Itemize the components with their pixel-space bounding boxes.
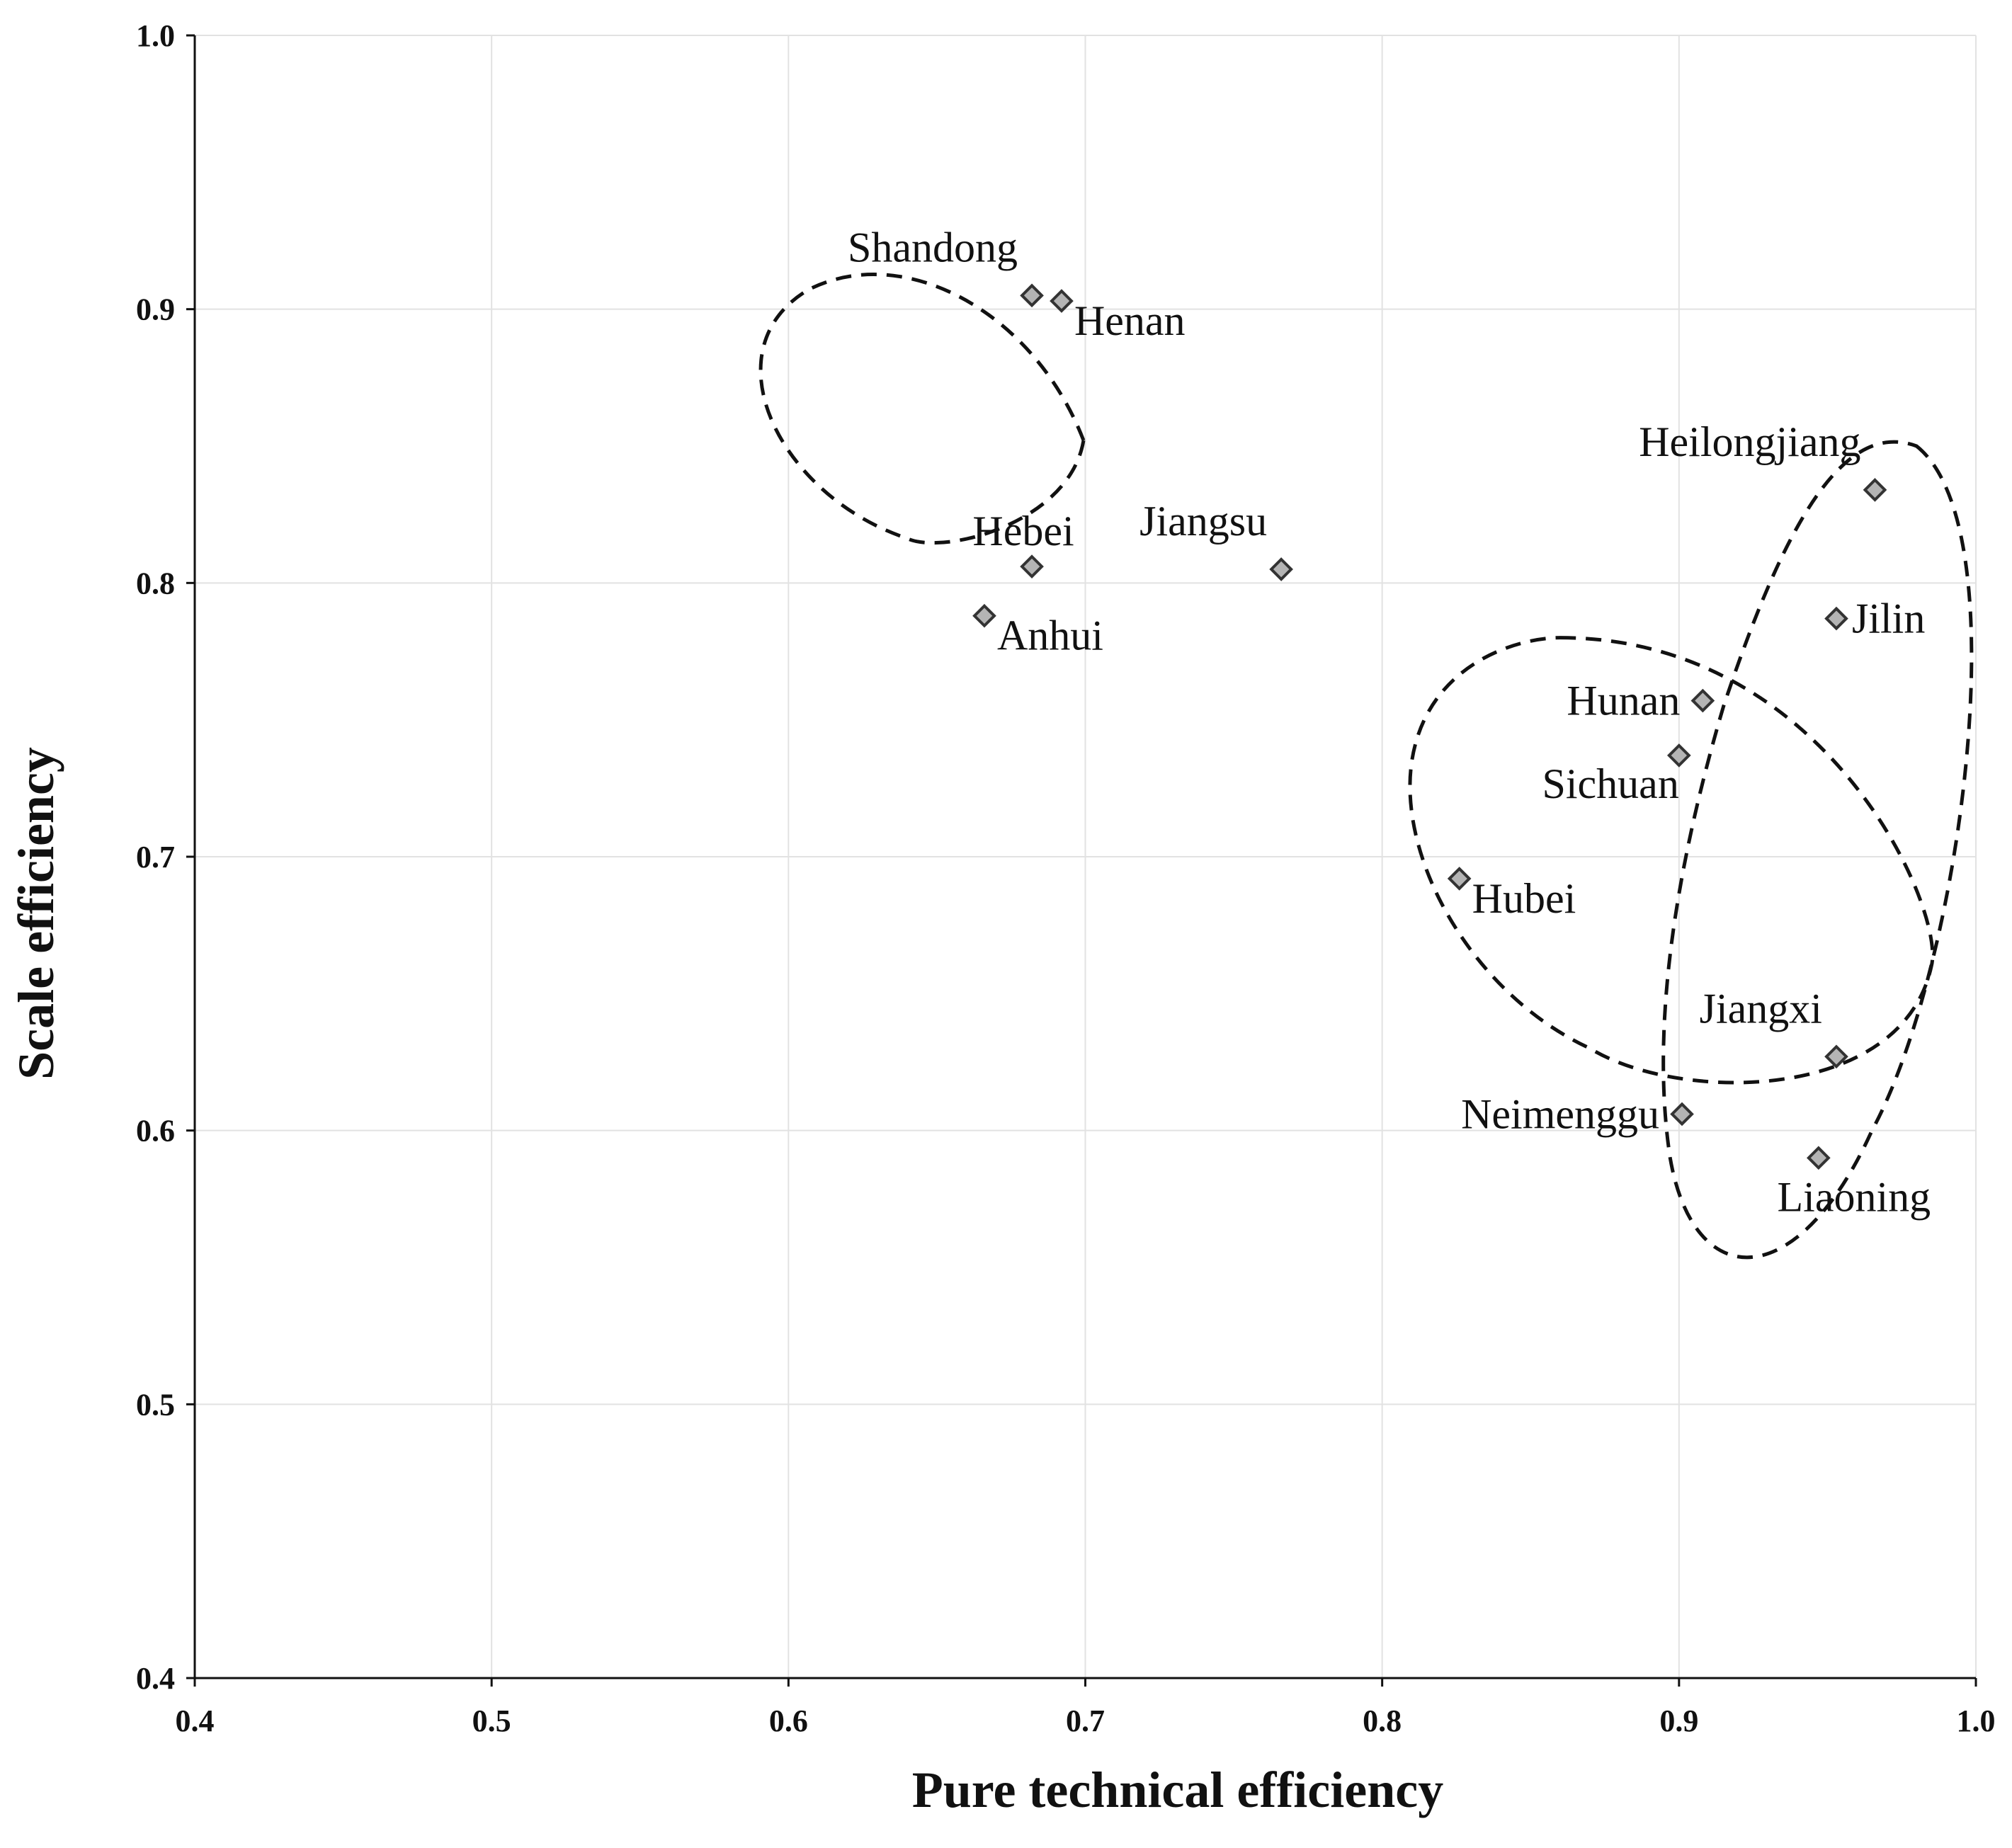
cluster-ellipse-north-central [758, 273, 1086, 545]
point-marker-hunan[interactable] [1690, 688, 1715, 713]
point-label-heilongjiang: Heilongjiang [1639, 418, 1860, 465]
point-label-sichuan: Sichuan [1542, 760, 1679, 807]
point-marker-hubei[interactable] [1447, 867, 1472, 891]
point-marker-anhui[interactable] [972, 603, 996, 628]
cluster-layer [758, 273, 1974, 1260]
marker-layer [972, 283, 1887, 1170]
point-label-jilin: Jilin [1852, 595, 1925, 642]
point-marker-henan[interactable] [1050, 289, 1074, 313]
y-tick-label: 0.7 [136, 840, 175, 874]
x-tick-label: 0.8 [1363, 1704, 1402, 1738]
y-tick-label: 0.8 [136, 566, 175, 600]
point-marker-liaoning[interactable] [1807, 1146, 1831, 1170]
point-label-hebei: Hebei [972, 508, 1074, 554]
point-label-jiangsu: Jiangsu [1139, 498, 1267, 544]
point-label-neimenggu: Neimenggu [1461, 1090, 1659, 1137]
cluster-ellipse-central [1408, 636, 1935, 1085]
point-label-henan: Henan [1074, 297, 1186, 344]
point-marker-jiangxi[interactable] [1824, 1044, 1848, 1069]
x-tick-label: 0.7 [1066, 1704, 1105, 1738]
point-label-hubei: Hubei [1472, 875, 1576, 922]
x-tick-label: 1.0 [1957, 1704, 1996, 1738]
cluster-ellipse-northeast [1661, 440, 1974, 1260]
point-marker-sichuan[interactable] [1667, 743, 1691, 768]
y-axis-title: Scale efficiency [8, 747, 64, 1080]
point-marker-jilin[interactable] [1824, 606, 1848, 631]
point-marker-jiangsu[interactable] [1269, 557, 1293, 581]
x-axis-title: Pure technical efficiency [912, 1762, 1443, 1818]
grid-layer [195, 35, 1977, 1678]
point-label-anhui: Anhui [997, 612, 1103, 659]
y-tick-label: 0.9 [136, 292, 175, 327]
x-tick-label: 0.9 [1659, 1704, 1698, 1738]
point-label-jiangxi: Jiangxi [1700, 985, 1822, 1032]
point-marker-shandong[interactable] [1020, 283, 1044, 308]
y-tick-label: 0.6 [136, 1114, 175, 1148]
x-tick-label: 0.4 [176, 1704, 215, 1738]
point-label-hunan: Hunan [1567, 678, 1680, 724]
y-tick-label: 0.4 [136, 1661, 175, 1696]
x-tick-label: 0.5 [472, 1704, 511, 1738]
point-marker-neimenggu[interactable] [1670, 1102, 1694, 1127]
point-marker-hebei[interactable] [1020, 554, 1044, 578]
y-tick-label: 1.0 [136, 18, 175, 53]
label-layer: Shandong Henan Hebei Anhui Jiangsu Heilongjia… [848, 224, 1931, 1220]
point-label-shandong: Shandong [848, 224, 1018, 270]
y-tick-label: 0.5 [136, 1387, 175, 1422]
axis-layer: 0.4 0.5 0.6 0.7 0.8 0.9 1.0 0.4 0.5 0.6 0.7 0.8 0.9 1… [136, 18, 1996, 1738]
point-marker-heilongjiang[interactable] [1863, 478, 1887, 502]
point-label-liaoning: Liaoning [1778, 1173, 1931, 1220]
x-tick-label: 0.6 [769, 1704, 808, 1738]
